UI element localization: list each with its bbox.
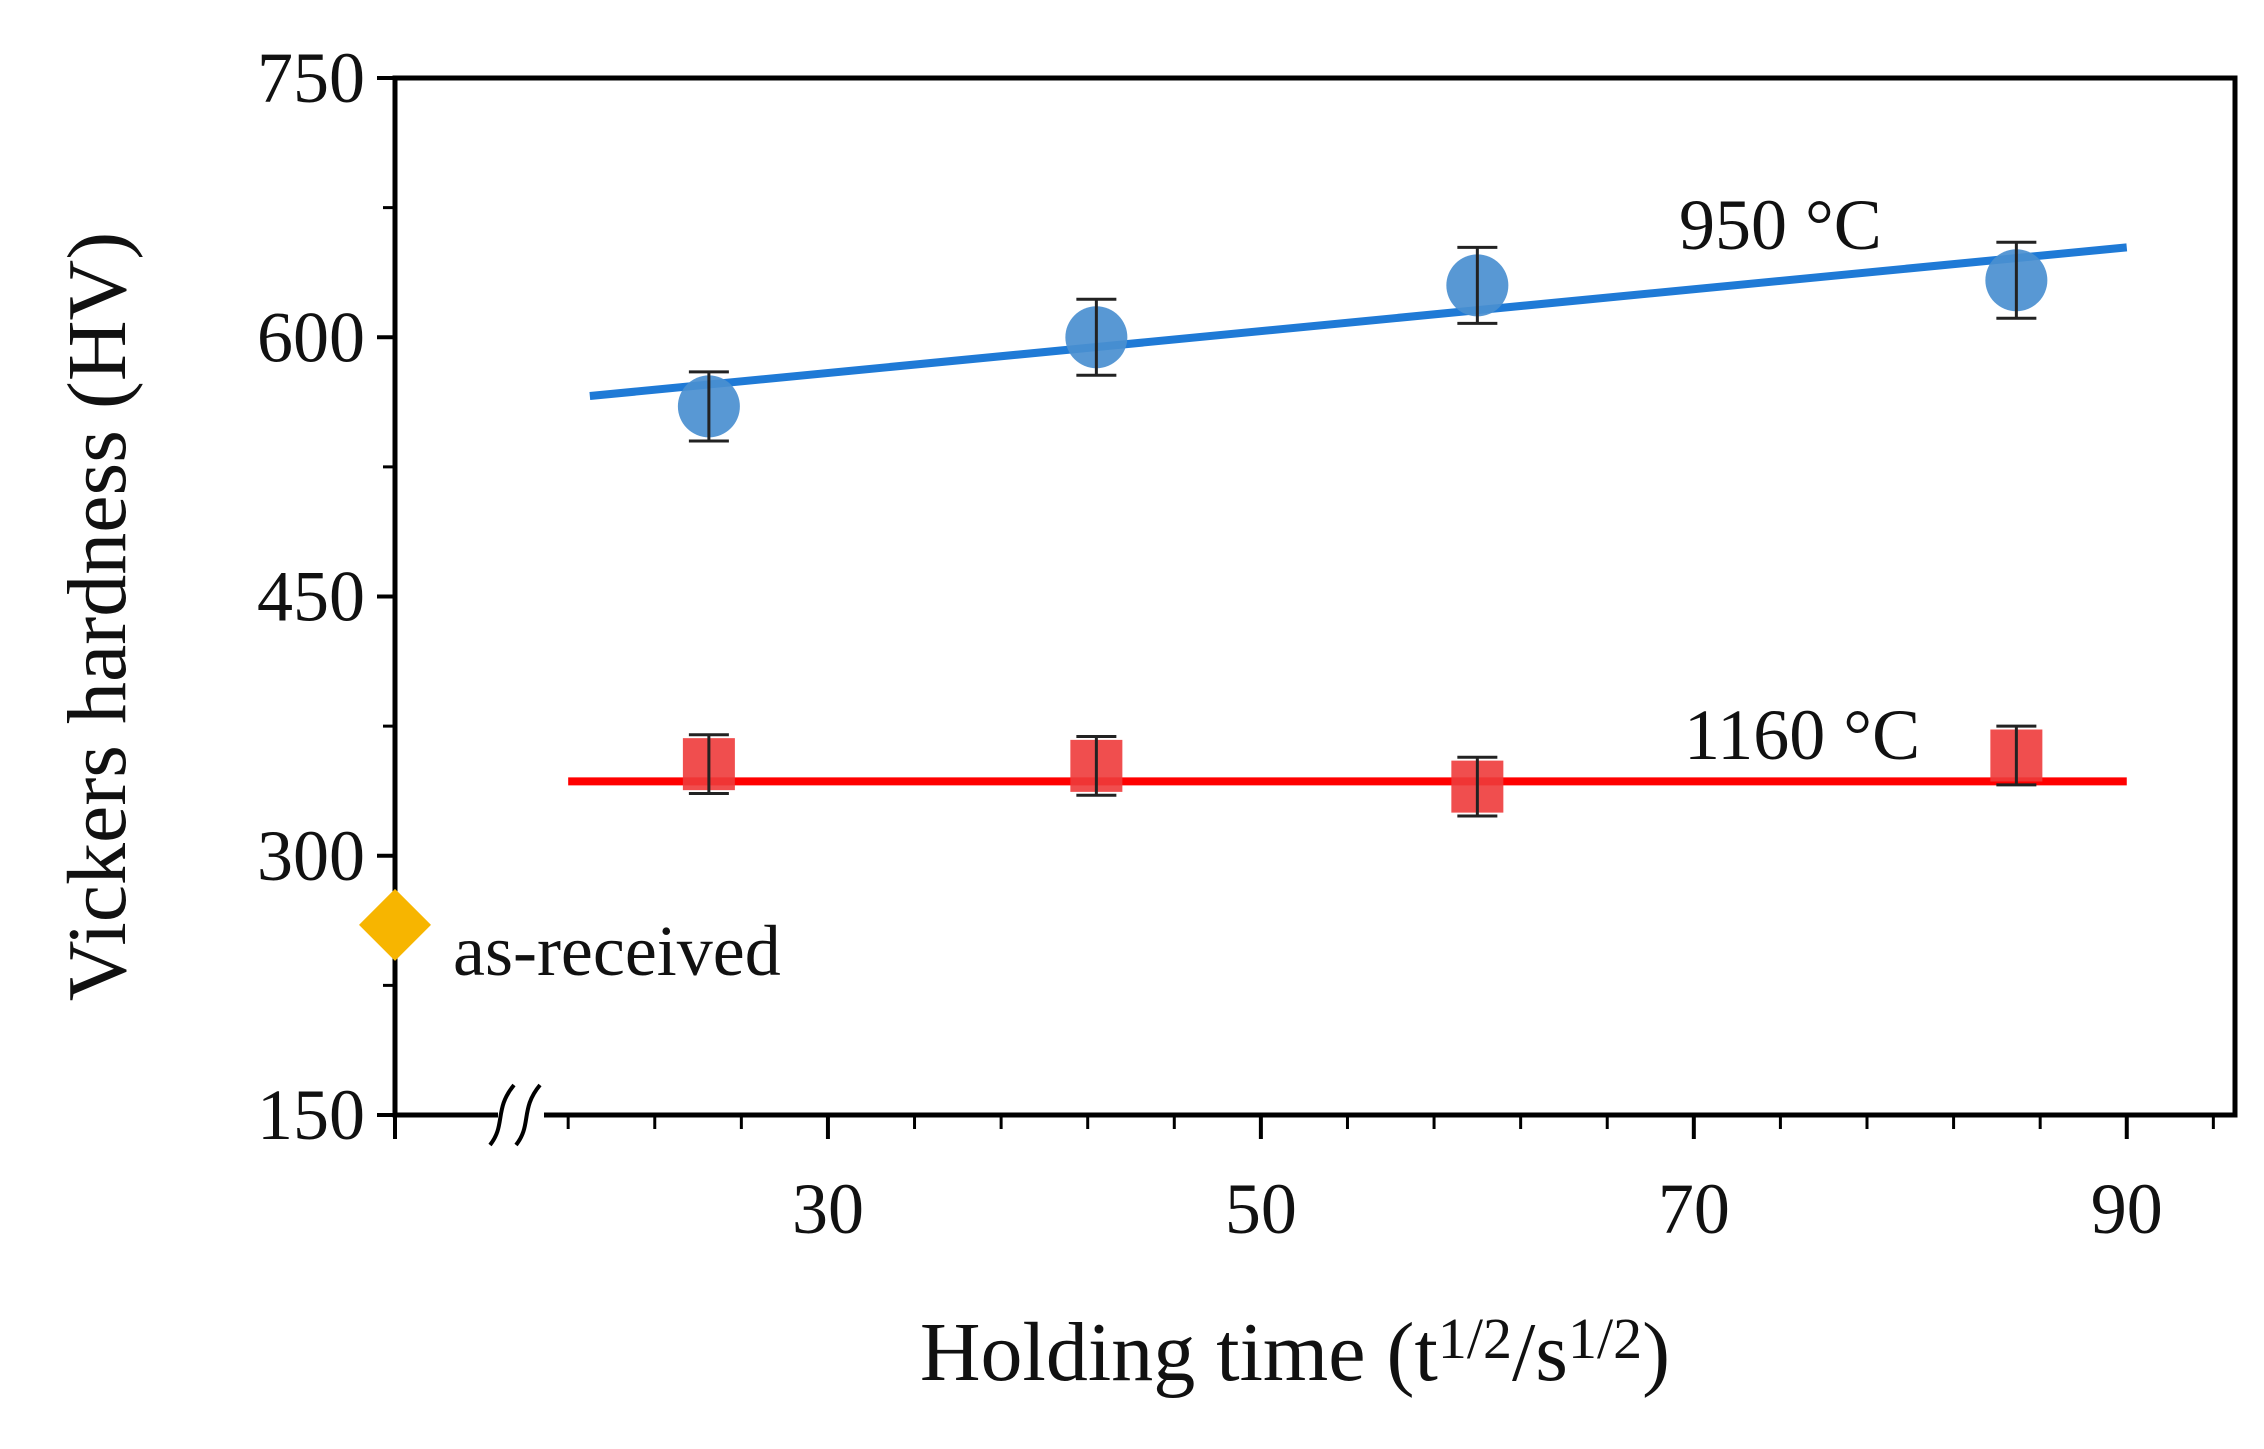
y-tick-label: 750 [257,38,365,118]
x-tick-label: 70 [1658,1169,1730,1249]
series-annotation: 1160 °C [1684,695,1920,775]
fit-line [589,243,2128,400]
axis-break-mark [488,1083,516,1147]
fit-lines-layer [568,243,2128,786]
x-axis-title-superscript: 1/2 [1438,1306,1512,1371]
markers-layer [359,249,2048,961]
x-axis-title-superscript: 1/2 [1568,1306,1642,1371]
series-annotation: 950 °C [1679,185,1882,265]
text-layer: 150 300 450 600 750 30 50 70 90 as-received 950 °C… [51,38,2163,1399]
y-tick-label: 450 [257,557,365,637]
y-tick-label: 300 [257,816,365,896]
y-axis-title: Vickers hardness (HV) [51,232,144,1001]
x-tick-label: 90 [2091,1169,2163,1249]
axis-break-mark [514,1083,542,1147]
y-tick-label: 600 [257,297,365,377]
x-tick-label: 50 [1225,1169,1297,1249]
x-axis-title-part: ) [1642,1306,1670,1399]
x-axis-title-part: Holding time (t [920,1306,1438,1399]
as-received-label: as-received [453,911,781,991]
x-tick-label: 30 [792,1169,864,1249]
x-axis-title-part: /s [1512,1306,1568,1399]
ticks-layer [377,76,2215,1139]
x-axis-title: Holding time (t1/2/s1/2) [920,1306,1670,1399]
as-received-point [359,888,431,961]
y-tick-label: 150 [257,1075,365,1155]
error-bars-layer [688,240,2037,818]
